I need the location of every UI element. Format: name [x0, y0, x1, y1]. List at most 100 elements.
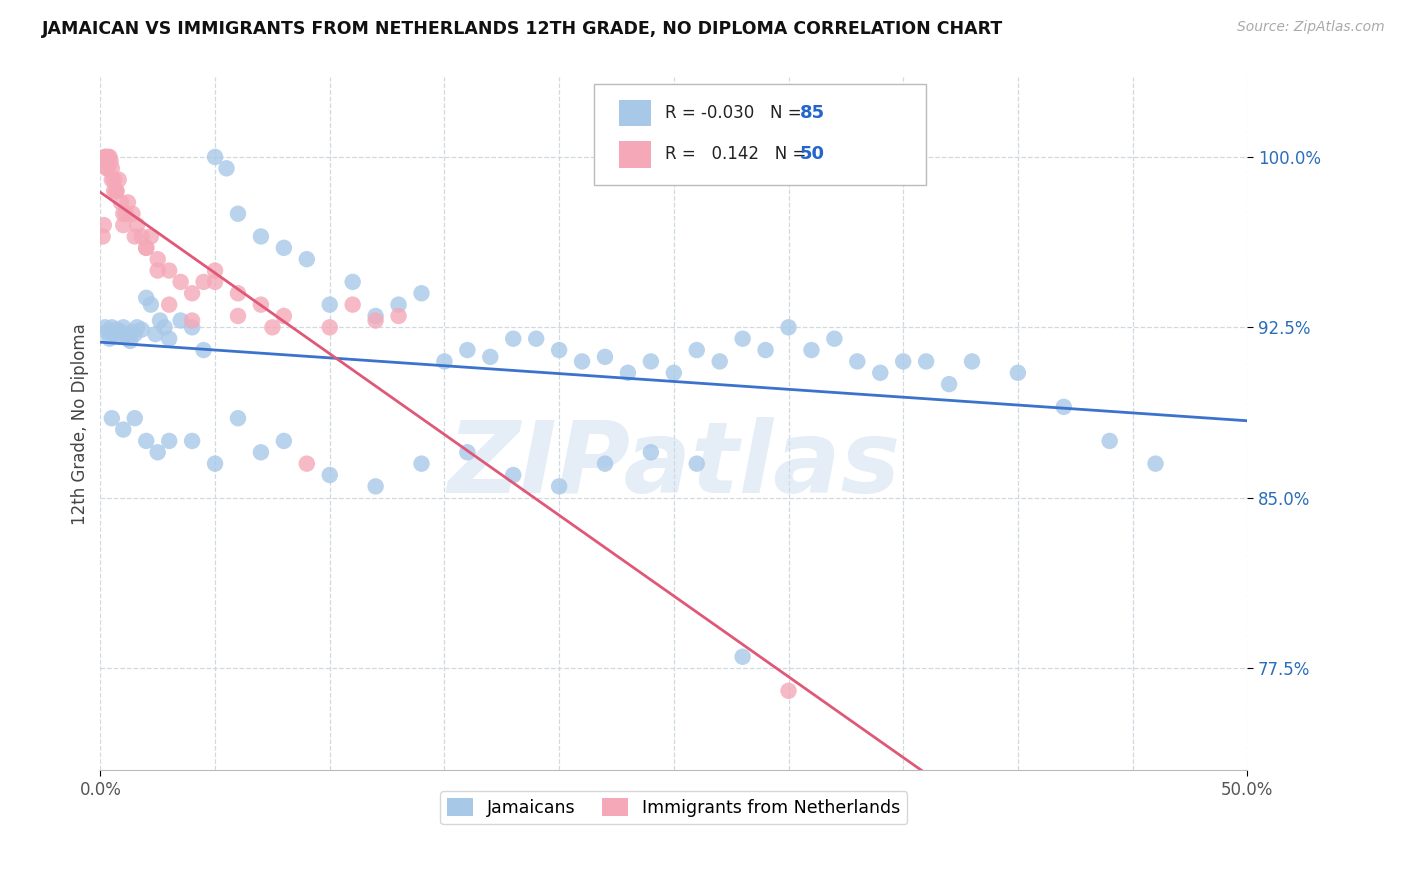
Point — [846, 354, 869, 368]
Point — [135, 241, 157, 255]
Point — [112, 218, 135, 232]
Point — [91, 229, 114, 244]
Point — [778, 683, 800, 698]
Point — [94, 150, 117, 164]
Point — [131, 229, 153, 244]
Point — [387, 298, 409, 312]
Point — [169, 313, 191, 327]
Point — [778, 320, 800, 334]
Text: 50: 50 — [800, 145, 825, 163]
Point — [97, 150, 120, 164]
Point — [103, 327, 125, 342]
Point — [226, 286, 249, 301]
Point — [411, 457, 433, 471]
Point — [686, 457, 709, 471]
Point — [571, 354, 593, 368]
Point — [215, 161, 238, 176]
Point — [193, 275, 215, 289]
Point — [204, 263, 226, 277]
Point — [96, 161, 118, 176]
Point — [502, 468, 524, 483]
Point — [110, 195, 132, 210]
Point — [146, 252, 169, 267]
Point — [101, 172, 124, 186]
Text: R =   0.142   N =: R = 0.142 N = — [665, 145, 811, 163]
Point — [250, 445, 273, 459]
Text: JAMAICAN VS IMMIGRANTS FROM NETHERLANDS 12TH GRADE, NO DIPLOMA CORRELATION CHART: JAMAICAN VS IMMIGRANTS FROM NETHERLANDS … — [42, 20, 1004, 37]
Point — [112, 207, 135, 221]
Point — [157, 434, 180, 448]
Point — [125, 218, 148, 232]
Point — [960, 354, 983, 368]
Point — [193, 343, 215, 357]
Point — [204, 457, 226, 471]
Point — [101, 320, 124, 334]
Point — [100, 154, 122, 169]
Point — [938, 377, 960, 392]
Point — [823, 332, 845, 346]
Point — [1098, 434, 1121, 448]
Point — [731, 332, 754, 346]
Point — [181, 320, 204, 334]
Point — [117, 332, 139, 346]
Point — [139, 298, 162, 312]
Point — [387, 309, 409, 323]
Point — [96, 325, 118, 339]
Point — [1007, 366, 1029, 380]
Point — [114, 327, 136, 342]
Point — [139, 229, 162, 244]
Text: R = -0.030   N =: R = -0.030 N = — [665, 103, 807, 122]
Point — [502, 332, 524, 346]
Point — [593, 457, 616, 471]
Point — [273, 434, 295, 448]
Point — [548, 343, 571, 357]
Point — [319, 320, 342, 334]
Point — [915, 354, 938, 368]
Point — [146, 445, 169, 459]
Point — [273, 309, 295, 323]
Text: Source: ZipAtlas.com: Source: ZipAtlas.com — [1237, 20, 1385, 34]
Point — [112, 320, 135, 334]
Point — [869, 366, 891, 380]
Point — [1053, 400, 1076, 414]
Point — [250, 298, 273, 312]
Point — [456, 445, 478, 459]
FancyBboxPatch shape — [593, 85, 927, 185]
Point — [101, 161, 124, 176]
Point — [117, 195, 139, 210]
Point — [433, 354, 456, 368]
Point — [800, 343, 823, 357]
Point — [105, 184, 128, 198]
FancyBboxPatch shape — [619, 100, 651, 126]
FancyBboxPatch shape — [619, 141, 651, 168]
Y-axis label: 12th Grade, No Diploma: 12th Grade, No Diploma — [72, 323, 89, 524]
Point — [524, 332, 547, 346]
Point — [295, 457, 318, 471]
Point — [181, 286, 204, 301]
Point — [114, 207, 136, 221]
Point — [125, 320, 148, 334]
Point — [105, 184, 128, 198]
Point — [107, 172, 129, 186]
Point — [96, 161, 118, 176]
Point — [94, 150, 117, 164]
Point — [131, 323, 153, 337]
Point — [98, 332, 121, 346]
Point — [120, 334, 142, 348]
Point — [273, 241, 295, 255]
Text: 85: 85 — [800, 103, 825, 122]
Point — [112, 423, 135, 437]
Point — [456, 343, 478, 357]
Point — [98, 150, 121, 164]
Point — [662, 366, 685, 380]
Point — [149, 313, 172, 327]
Point — [204, 150, 226, 164]
Point — [146, 263, 169, 277]
Point — [101, 411, 124, 425]
Point — [709, 354, 731, 368]
Point — [93, 218, 115, 232]
Point — [755, 343, 778, 357]
Point — [364, 309, 387, 323]
Point — [135, 291, 157, 305]
Point — [110, 325, 132, 339]
